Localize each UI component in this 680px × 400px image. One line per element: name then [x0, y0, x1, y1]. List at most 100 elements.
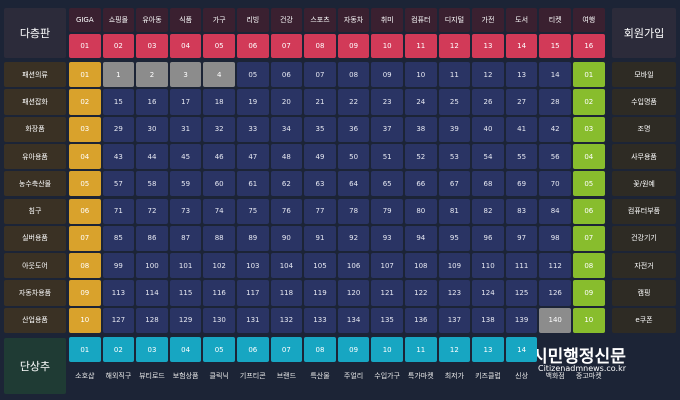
- bottom-label: 특가마켓: [407, 372, 434, 380]
- row-right-number: 01: [573, 62, 605, 88]
- grid-cell: 85: [102, 225, 135, 252]
- grid-cell: 11: [438, 62, 471, 88]
- grid-cell: 07: [304, 62, 336, 88]
- grid-cell: 139: [505, 307, 538, 333]
- grid-cell: 33: [237, 116, 269, 142]
- bottom-number: 01: [69, 337, 101, 362]
- row-right-number: 08: [573, 253, 605, 279]
- grid-cell: 51: [371, 143, 403, 170]
- column-header: 도서: [505, 8, 538, 32]
- grid-cell: 70: [539, 171, 571, 197]
- grid-cell: 16: [136, 89, 168, 115]
- row-right-label: 자전거: [612, 253, 676, 279]
- grid-cell: 110: [472, 253, 504, 279]
- row-number: 09: [69, 280, 101, 306]
- bottom-number: 11: [405, 337, 437, 362]
- grid-cell: 64: [337, 171, 370, 197]
- grid-cell: 38: [405, 116, 437, 142]
- bottom-number: 04: [169, 337, 202, 362]
- grid-cell: 73: [169, 198, 202, 224]
- bottom-label: 뷰티로드: [139, 372, 165, 380]
- grid-cell: 20: [270, 89, 303, 115]
- column-number: 08: [304, 34, 336, 58]
- grid-cell: 53: [438, 143, 471, 170]
- grid-cell: 10: [405, 62, 437, 88]
- grid-cell: 89: [237, 225, 269, 252]
- grid-cell: 25: [438, 89, 471, 115]
- grid-cell: 21: [304, 89, 336, 115]
- bottom-label: 최저가: [444, 372, 465, 380]
- grid-cell: 96: [472, 225, 504, 252]
- grid-cell: 47: [237, 143, 269, 170]
- row-label: 산업용품: [4, 307, 66, 333]
- grid-cell: 57: [102, 171, 135, 197]
- grid-cell: 74: [203, 198, 235, 224]
- grid-cell: 15: [102, 89, 135, 115]
- grid-cell: 121: [371, 280, 403, 306]
- column-header: GIGA: [69, 8, 101, 32]
- bottom-label: 주얼리: [343, 372, 364, 380]
- row-number: 03: [69, 116, 101, 142]
- grid-cell: 120: [337, 280, 370, 306]
- row-number: 08: [69, 253, 101, 279]
- top-left-title: 다층판: [4, 8, 66, 58]
- row-number: 01: [69, 62, 101, 88]
- grid-cell: 36: [337, 116, 370, 142]
- grid-cell: 60: [203, 171, 235, 197]
- grid-cell: 101: [169, 253, 202, 279]
- row-label: 유아용품: [4, 143, 66, 170]
- grid-cell: 19: [237, 89, 269, 115]
- column-number: 02: [102, 34, 135, 58]
- grid-cell: 54: [472, 143, 504, 170]
- grid-cell: 3: [169, 62, 202, 88]
- row-label: 화장품: [4, 116, 66, 142]
- row-right-label: 사무용품: [612, 143, 676, 170]
- grid-cell: 49: [304, 143, 336, 170]
- grid-cell: 62: [270, 171, 303, 197]
- top-right-title: 회원가입: [612, 8, 676, 58]
- grid-cell: 08: [337, 62, 370, 88]
- grid-cell: 39: [438, 116, 471, 142]
- grid-cell: 56: [539, 143, 571, 170]
- row-right-label: 건강기기: [612, 225, 676, 252]
- grid-cell: 48: [270, 143, 303, 170]
- column-header: 자동차: [337, 8, 370, 32]
- bottom-number: 08: [304, 337, 336, 362]
- grid-cell: 103: [237, 253, 269, 279]
- grid-cell: 106: [337, 253, 370, 279]
- grid-cell: 95: [438, 225, 471, 252]
- column-header: 디지털: [438, 8, 471, 32]
- grid-cell: 67: [438, 171, 471, 197]
- grid-cell: 99: [102, 253, 135, 279]
- column-number: 10: [371, 34, 403, 58]
- row-right-label: 캠핑: [612, 280, 676, 306]
- bottom-label: 백화점: [545, 372, 565, 380]
- grid-cell: 117: [237, 280, 269, 306]
- row-number: 04: [69, 143, 101, 170]
- grid-cell: 136: [405, 307, 437, 333]
- grid-cell: 112: [539, 253, 571, 279]
- grid-cell: 108: [405, 253, 437, 279]
- grid-cell: 43: [102, 143, 135, 170]
- grid-cell: 135: [371, 307, 403, 333]
- column-header: 식품: [169, 8, 202, 32]
- grid-cell: 104: [270, 253, 303, 279]
- grid-cell: 61: [237, 171, 269, 197]
- row-right-label: 컴퓨터부품: [612, 198, 676, 224]
- row-right-label: 모바일: [612, 62, 676, 88]
- row-number: 10: [69, 307, 101, 333]
- column-header: 여행: [573, 8, 605, 32]
- grid-cell: 113: [102, 280, 135, 306]
- column-header: 취미: [371, 8, 403, 32]
- grid-cell: 12: [472, 62, 504, 88]
- grid-cell: 17: [169, 89, 202, 115]
- grid-cell: 46: [203, 143, 235, 170]
- grid-cell: 09: [371, 62, 403, 88]
- bottom-label: 특산물: [310, 372, 330, 380]
- grid-cell: 84: [539, 198, 571, 224]
- grid-cell: 63: [304, 171, 336, 197]
- grid-cell: 27: [505, 89, 538, 115]
- grid-cell: 1: [102, 62, 135, 88]
- row-number: 06: [69, 198, 101, 224]
- row-right-number: 07: [573, 225, 605, 252]
